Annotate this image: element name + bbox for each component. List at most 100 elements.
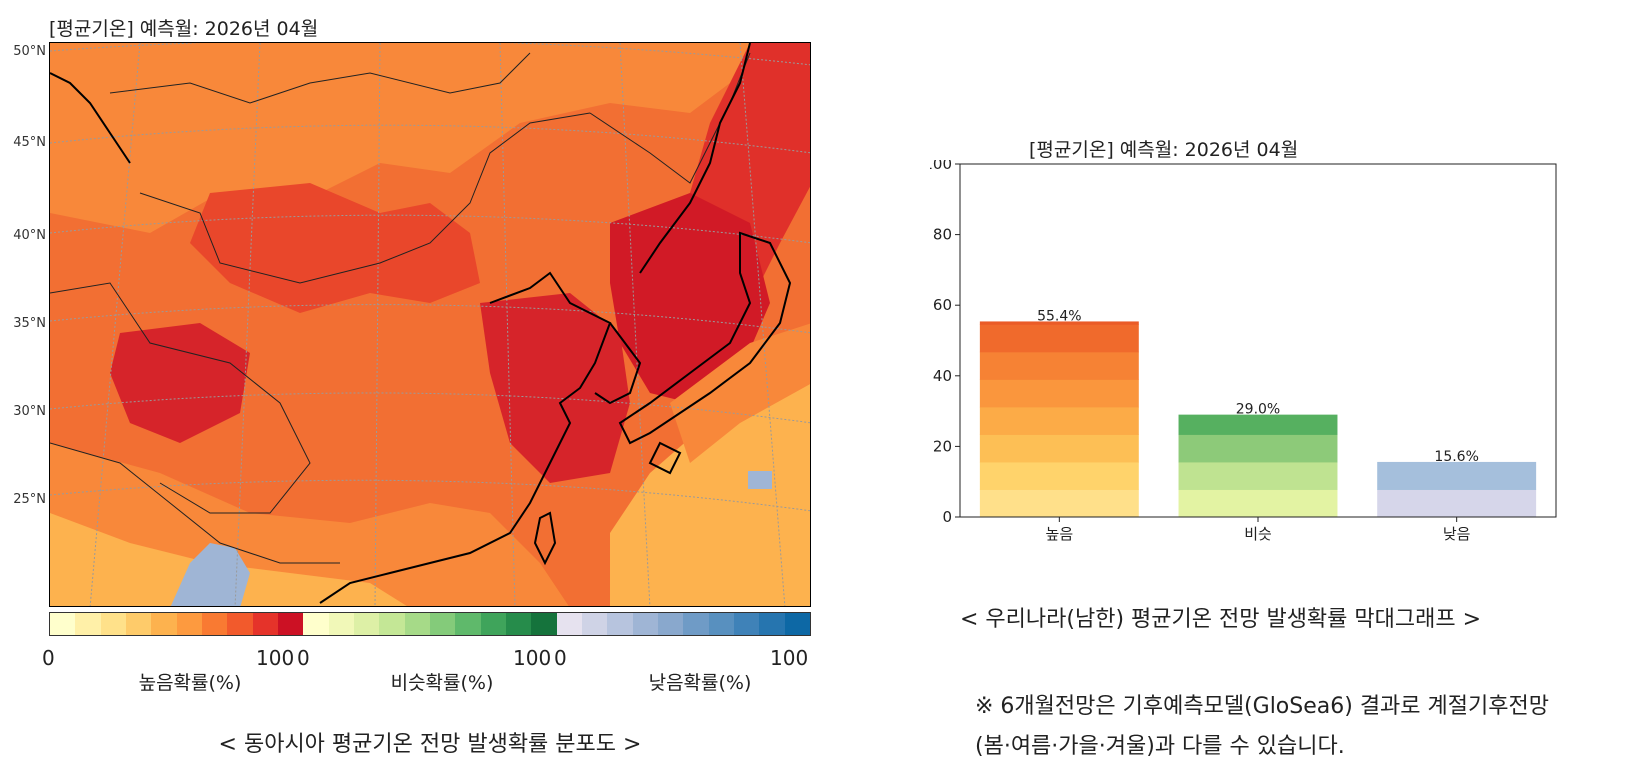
map-region-blue-east <box>748 471 772 489</box>
bar-chart-caption: < 우리나라(남한) 평균기온 전망 발생확률 막대그래프 > <box>960 607 1482 632</box>
colorbar-high-label: 높음확률(%) <box>138 672 242 694</box>
colorbar-swatch-low-8 <box>759 613 785 635</box>
colorbar-swatch-similar-4 <box>404 613 430 635</box>
bar-1-band-0 <box>1178 489 1338 518</box>
y-tick-label-0: 0 <box>942 508 952 526</box>
colorbar-similar-max: 100 <box>513 646 552 670</box>
bar-0-band-6 <box>979 324 1139 353</box>
map-region-japan <box>610 193 770 403</box>
bar-2-band-0 <box>1377 489 1537 518</box>
colorbar-swatch-high-6 <box>201 613 228 635</box>
lat-label-45: 45°N <box>13 135 46 150</box>
x-tick-label-1: 비슷 <box>1244 525 1272 543</box>
colorbar-swatch-similar-0 <box>303 613 329 635</box>
colorbar-swatch-similar-9 <box>531 613 557 635</box>
lat-label-35: 35°N <box>13 316 46 331</box>
map-region-tibet <box>110 323 250 443</box>
colorbar-high-max: 100 <box>256 646 295 670</box>
colorbar-swatch-high-4 <box>151 613 177 635</box>
note-line-2: (봄·여름·가을·겨울)과 다를 수 있습니다. <box>975 734 1345 759</box>
bar-0-band-0 <box>979 489 1139 518</box>
colorbar-swatch-high-3 <box>125 613 152 635</box>
bar-chart-title: [평균기온] 예측월: 2026년 04월 <box>1029 139 1299 161</box>
colorbar-swatch-low-0 <box>556 613 582 635</box>
lat-label-50: 50°N <box>13 44 46 59</box>
colorbar-swatch-low-3 <box>632 613 658 635</box>
colorbar-low-min: 0 <box>554 646 567 670</box>
bar-0-band-5 <box>979 351 1139 380</box>
data-labels: 55.4% 29.0% 15.6% <box>1037 308 1479 464</box>
data-label-2: 15.6% <box>1434 449 1478 465</box>
colorbar-swatch-high-5 <box>176 613 202 635</box>
x-tick-label-0: 높음 <box>1046 525 1074 543</box>
x-axis-ticks: 높음 비슷 낮음 <box>1046 517 1471 543</box>
colorbar-swatch-low-6 <box>708 613 734 635</box>
lat-label-40: 40°N <box>13 228 46 243</box>
map-coastlines <box>50 43 792 604</box>
bar-group <box>979 321 1537 518</box>
bar-1-band-2 <box>1178 434 1338 463</box>
data-label-0: 55.4% <box>1037 308 1081 324</box>
colorbar-swatch-similar-1 <box>328 613 354 635</box>
y-axis-ticks: 0 20 40 60 80 100 <box>930 160 960 526</box>
east-asia-probability-map <box>49 42 811 607</box>
map-gridlines <box>50 43 810 606</box>
y-tick-label-2: 40 <box>933 367 952 385</box>
colorbar-similar-min: 0 <box>297 646 310 670</box>
y-tick-label-3: 60 <box>933 296 952 314</box>
map-region-north <box>50 43 750 233</box>
map-region-blue-south <box>170 543 250 606</box>
colorbar-low-max: 100 <box>770 646 809 670</box>
bar-0-band-2 <box>979 434 1139 463</box>
map-region-far-south <box>50 513 407 606</box>
bar-0-band-1 <box>979 461 1139 490</box>
bar-0-band-7 <box>979 321 1139 325</box>
x-tick-label-2: 낮음 <box>1443 525 1471 543</box>
colorbar-swatch-similar-7 <box>480 613 506 635</box>
colorbar-swatch-similar-6 <box>455 613 481 635</box>
colorbar-swatch-low-5 <box>683 613 709 635</box>
map-region-pacific-edge <box>670 323 810 463</box>
colorbar-swatch-low-2 <box>607 613 633 635</box>
map-region-mongolia <box>190 183 480 313</box>
bar-0 <box>979 321 1139 518</box>
map-svg <box>50 43 810 606</box>
bar-0-band-4 <box>979 379 1139 408</box>
note-line-1: ※ 6개월전망은 기후예측모델(GloSea6) 결과로 계절기후전망 <box>975 694 1549 719</box>
map-region-korea <box>480 293 630 483</box>
colorbar-swatch-similar-8 <box>505 613 532 635</box>
bar-2 <box>1377 461 1537 518</box>
bar-2-band-1 <box>1377 461 1537 490</box>
plot-frame <box>959 163 1557 518</box>
map-region-pacific <box>610 363 810 606</box>
y-tick-label-4: 80 <box>933 226 952 244</box>
bar-1-band-1 <box>1178 461 1338 490</box>
colorbar-swatch-low-1 <box>581 613 608 635</box>
colorbar-swatch-similar-3 <box>379 613 405 635</box>
colorbar-swatch-high-8 <box>252 613 278 635</box>
map-caption: < 동아시아 평균기온 전망 발생확률 분포도 > <box>218 732 642 757</box>
bar-1-band-3 <box>1178 414 1338 435</box>
colorbar-swatch-similar-2 <box>353 613 380 635</box>
colorbar-swatch-low-9 <box>784 613 810 635</box>
colorbar-swatch-high-2 <box>100 613 126 635</box>
colorbar-swatch-high-0 <box>50 613 76 635</box>
y-tick-label-1: 20 <box>933 437 952 455</box>
colorbar-swatch-low-7 <box>733 613 760 635</box>
colorbar-swatch-high-1 <box>75 613 101 635</box>
map-title: [평균기온] 예측월: 2026년 04월 <box>49 18 319 40</box>
bar-1 <box>1178 414 1338 518</box>
map-colorbar <box>49 612 811 636</box>
bar-0-band-3 <box>979 406 1139 435</box>
colorbar-swatch-low-4 <box>657 613 684 635</box>
map-borders <box>50 52 751 564</box>
colorbar-swatch-high-9 <box>277 613 304 635</box>
colorbar-swatch-similar-5 <box>429 613 456 635</box>
data-label-1: 29.0% <box>1236 402 1280 418</box>
lat-label-30: 30°N <box>13 404 46 419</box>
colorbar-swatch-high-7 <box>227 613 253 635</box>
y-tick-label-5: 100 <box>930 160 952 173</box>
colorbar-high-min: 0 <box>42 646 55 670</box>
colorbar-similar-label: 비슷확률(%) <box>390 672 494 694</box>
